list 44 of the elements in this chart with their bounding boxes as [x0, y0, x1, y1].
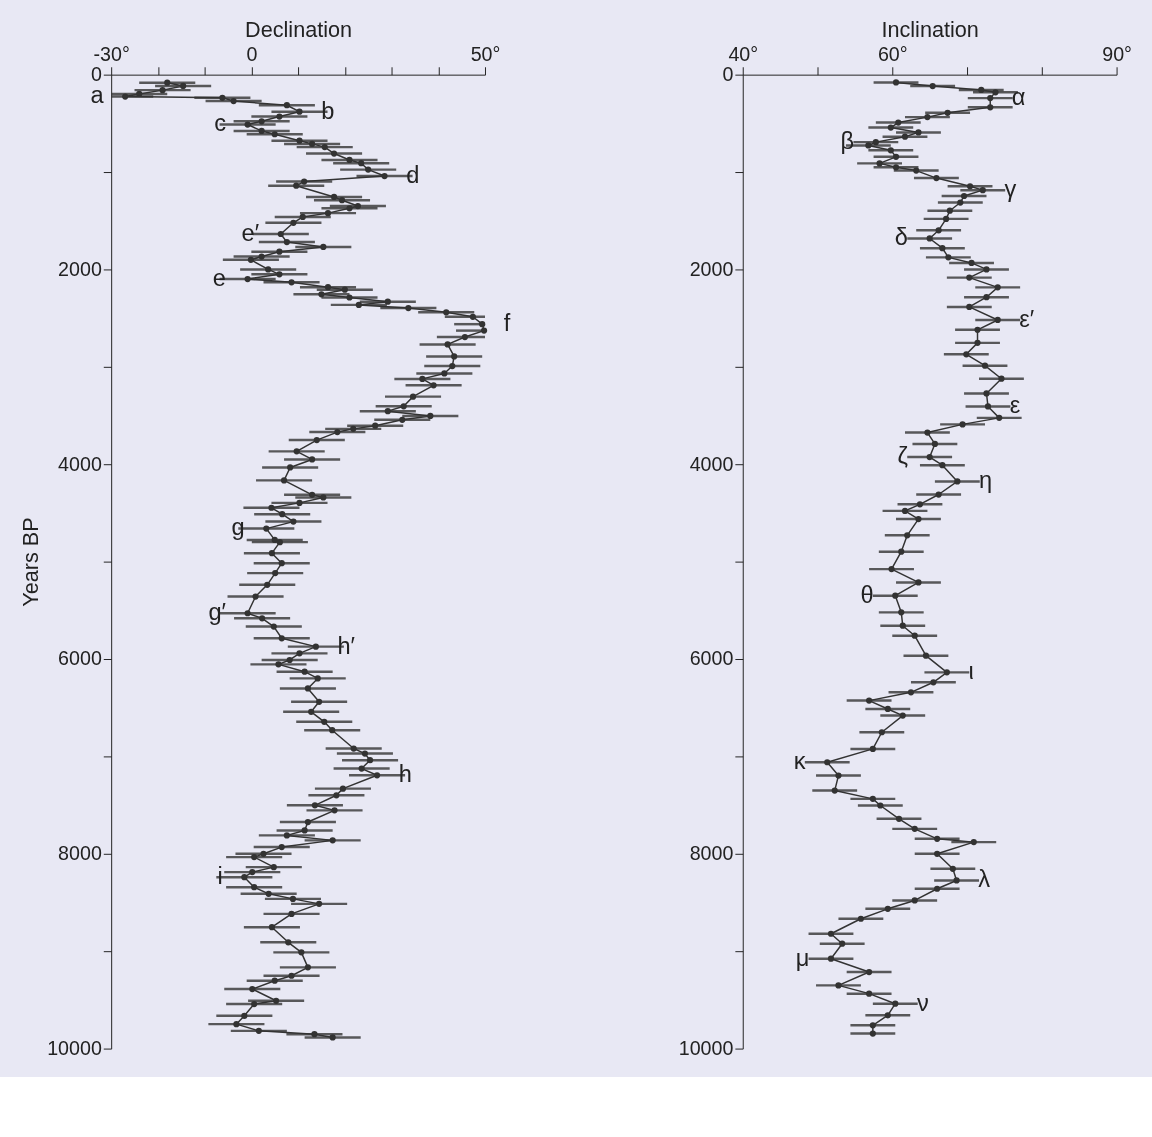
y-tick-label: 8000: [58, 842, 102, 865]
annotation: h′: [337, 632, 356, 659]
y-tick-label: 4000: [689, 452, 734, 475]
annotation: κ: [793, 748, 806, 775]
annotation: μ: [795, 944, 810, 971]
x-tick-label: -30°: [93, 43, 130, 66]
annotation: γ: [1004, 176, 1017, 203]
x-tick-label: 0: [246, 43, 258, 66]
y-tick-label: 2000: [689, 257, 734, 280]
annotation: g: [231, 514, 245, 541]
annotation: g′: [208, 599, 226, 626]
annotation: ε: [1009, 392, 1021, 419]
x-tick-label: 60°: [877, 43, 908, 66]
annotation: e: [212, 264, 226, 291]
annotation: δ: [894, 224, 909, 251]
y-tick-label: 4000: [58, 452, 102, 475]
annotation: ν: [916, 989, 929, 1016]
x-axis-title: Declination: [245, 16, 353, 42]
y-tick-label: 10000: [678, 1036, 734, 1059]
x-tick-label: 40°: [728, 43, 759, 66]
y-tick-label: 6000: [689, 647, 734, 670]
annotation: α: [1011, 84, 1026, 111]
annotation: c: [214, 110, 227, 137]
annotation: η: [978, 467, 993, 494]
y-tick-label: 6000: [58, 647, 102, 670]
y-tick-label: 2000: [58, 257, 102, 280]
y-tick-label: 0: [722, 63, 734, 86]
y-axis-title: Years BP: [18, 517, 44, 607]
y-tick-label: 10000: [47, 1036, 102, 1059]
annotation: e′: [241, 219, 260, 246]
annotation: f: [503, 310, 511, 337]
annotation: b: [321, 97, 335, 124]
annotation: h: [398, 761, 412, 788]
annotation: i: [217, 863, 223, 890]
x-tick-label: 90°: [1102, 43, 1132, 66]
annotation: d: [406, 161, 420, 188]
annotation: ζ: [897, 442, 909, 469]
annotation: θ: [860, 581, 874, 608]
annotation: ι: [968, 658, 974, 685]
y-tick-label: 8000: [689, 842, 734, 865]
annotation: λ: [978, 866, 991, 893]
x-axis-title: Inclination: [881, 16, 979, 42]
x-tick-label: 50°: [470, 43, 501, 66]
annotation: ε′: [1019, 305, 1035, 332]
